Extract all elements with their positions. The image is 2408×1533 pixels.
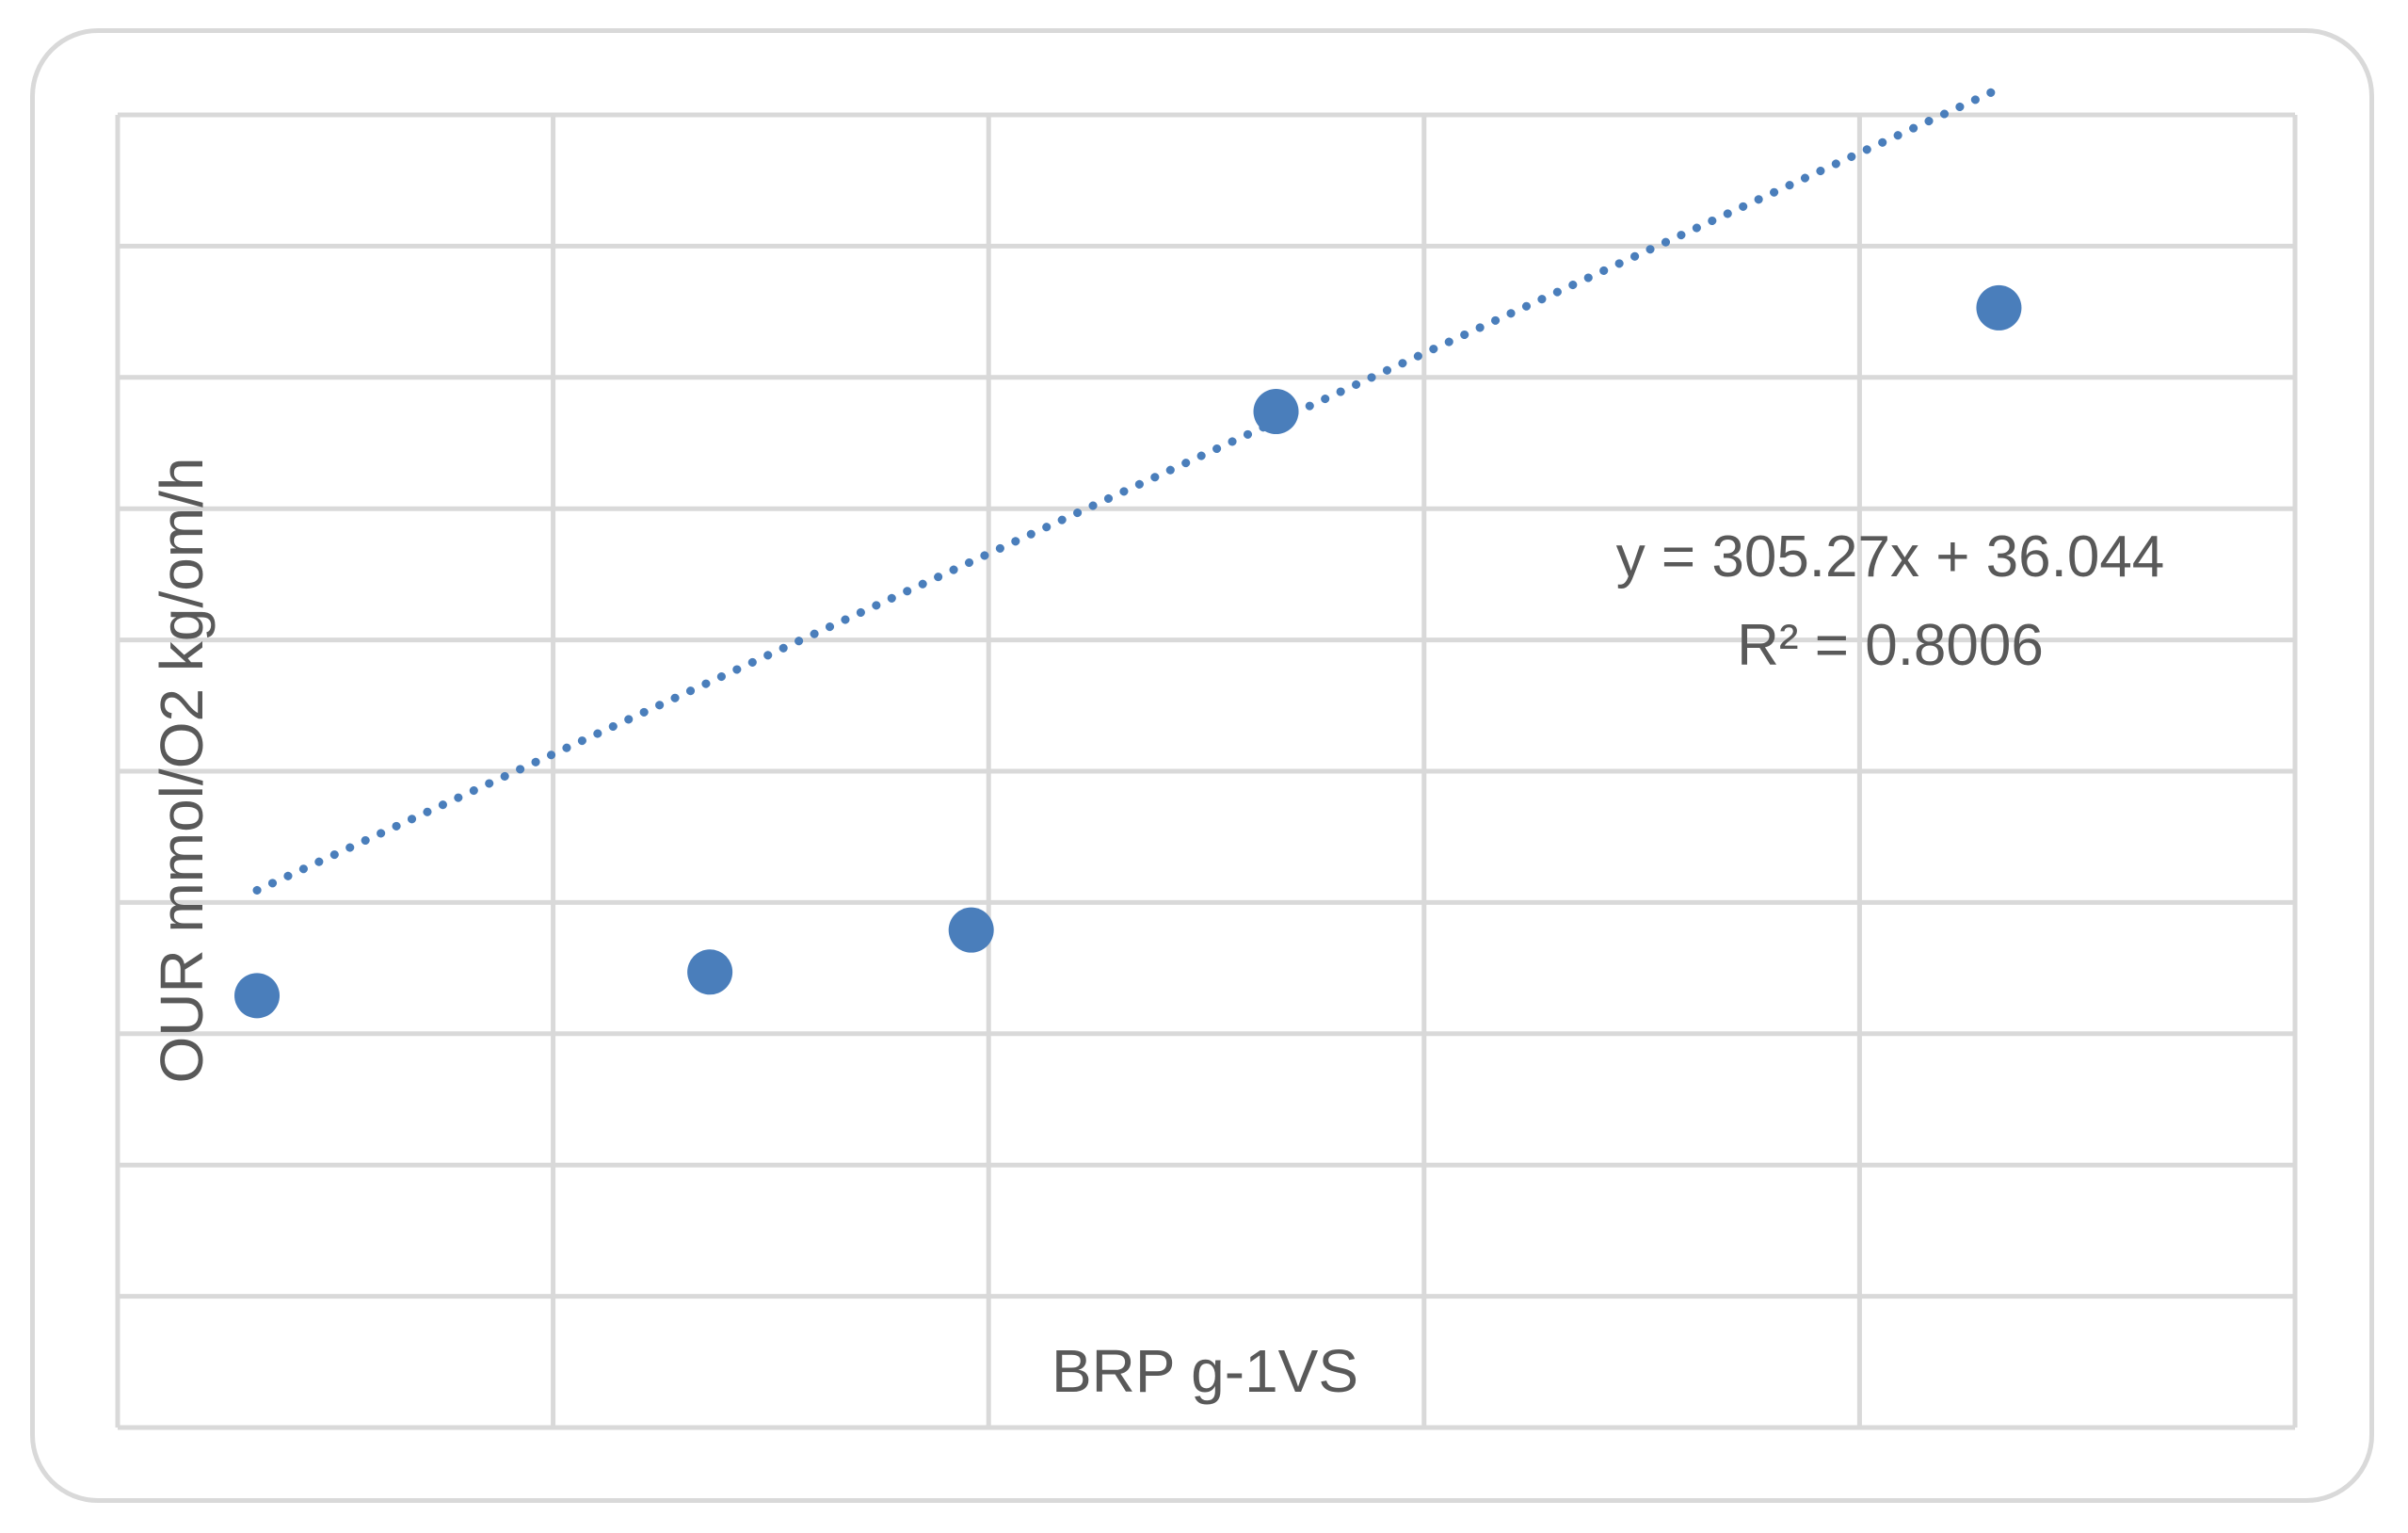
gridlines: [115, 112, 2298, 1430]
x-axis-title: BRP g-1VS: [1051, 1337, 1358, 1405]
data-point: [234, 973, 281, 1019]
trendline-equation: y = 305.27x + 36.044: [1616, 524, 2165, 589]
y-axis-title: OUR mmol/O2 kg/om/h: [148, 457, 216, 1083]
data-point: [687, 949, 733, 995]
data-point: [1976, 284, 2022, 331]
trendline-layer: [252, 84, 2003, 895]
chart-frame: [30, 28, 2374, 1503]
linear-trendline: [252, 84, 2003, 895]
data-points: [234, 284, 2022, 1019]
data-point: [1253, 389, 1299, 435]
data-point: [948, 907, 994, 953]
trendline-r-squared: R² = 0.8006: [1737, 613, 2044, 678]
